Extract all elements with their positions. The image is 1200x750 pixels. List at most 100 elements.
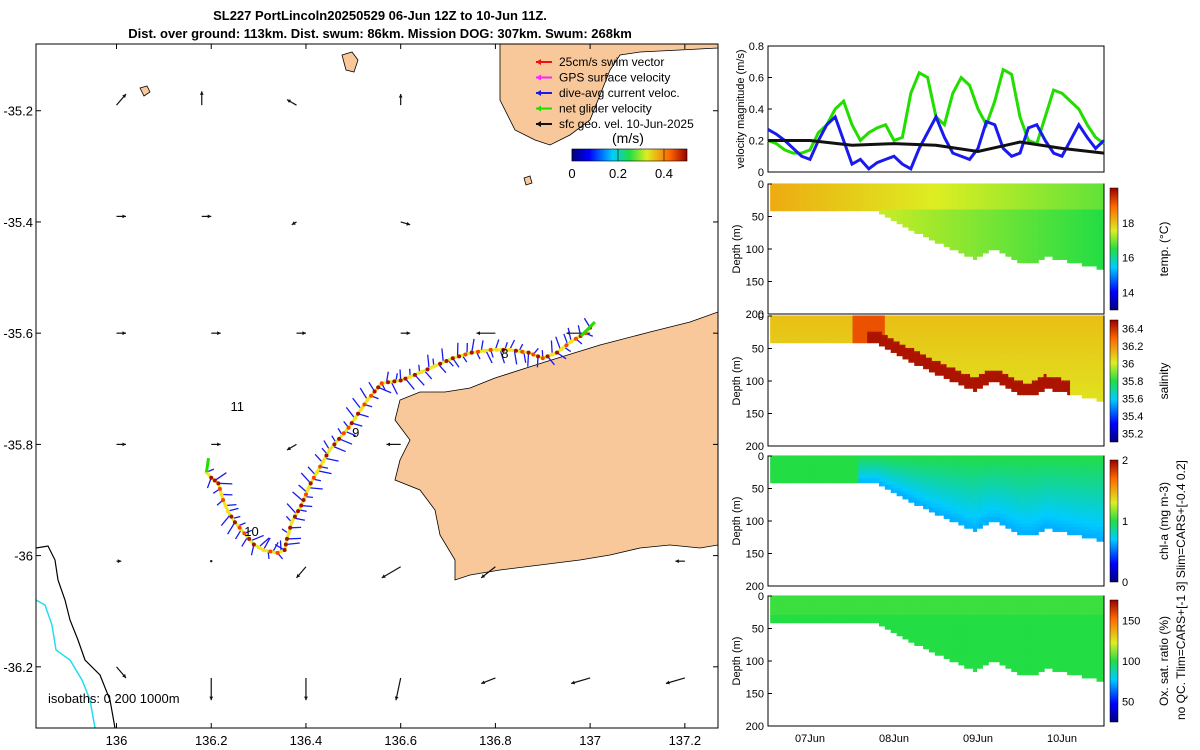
section-data-point [1078,370,1083,376]
section-data-point [802,461,807,467]
section-data-point [958,219,963,225]
section-data-point [984,328,989,334]
section-data-point [884,478,889,484]
section-data-point [867,468,872,474]
section-data-point [949,238,954,244]
section-data-point [1002,209,1007,215]
section-data-point [928,206,933,212]
section-data-point [829,321,833,327]
section-data-point [867,321,872,327]
section-data-point [937,228,942,234]
section-data-point [781,321,786,327]
section-data-point [1093,386,1098,392]
section-data-point [787,328,792,334]
section-data-point [1075,219,1080,225]
dive-avg-current-vector [220,514,231,527]
section-data-point [934,202,939,208]
section-data-point [943,471,948,477]
section-data-point [937,189,942,195]
section-data-point [908,484,913,490]
section-data-point [1052,235,1057,241]
section-data-point [1078,364,1083,370]
section-data-point [914,328,919,334]
section-data-point [1090,373,1095,379]
section-data-point [949,215,954,221]
section-data-point [1002,325,1007,331]
section-data-point [1081,245,1086,251]
section-data-point [840,199,845,205]
section-data-point [1008,206,1013,212]
section-data-point [776,478,781,484]
section-data-point [861,315,866,321]
section-data-point [987,500,992,506]
section-data-point [1064,238,1069,244]
dive-avg-current-vector [513,350,518,365]
chart-title-line1: SL227 PortLincoln20250529 06-Jun 12Z to … [213,8,547,23]
section-data-point [1093,248,1098,254]
section-data-point [920,189,925,195]
section-data-point [837,183,842,189]
section-data-point [1037,215,1042,221]
section-data-point [1064,193,1069,199]
section-data-point [1064,377,1069,383]
section-data-point [984,461,989,467]
section-data-point [1025,380,1030,386]
section-data-point [899,484,904,490]
section-data-point [837,199,842,205]
section-data-point [1058,354,1063,360]
section-data-point [814,331,819,337]
section-data-point [981,491,986,497]
section-data-point [981,487,986,493]
section-data-point [946,186,951,192]
section-data-point [1049,248,1054,254]
section-data-point [961,520,966,526]
section-data-point [928,474,933,480]
section-data-point [1028,364,1033,370]
section-data-point [993,209,998,215]
section-data-point [1070,383,1075,389]
section-data-point [920,455,925,461]
section-data-point [1020,193,1025,199]
section-data-point [987,360,992,366]
section-data-point [1052,380,1057,386]
section-data-point [964,507,969,513]
map-xtick-label: 137.2 [669,733,702,748]
section-data-point [878,186,883,192]
section-data-point [1058,251,1063,257]
section-data-point [881,465,886,471]
section-data-point [1043,186,1048,192]
section-data-point [990,360,995,366]
section-data-point [955,232,960,238]
section-data-point [1017,206,1022,212]
section-data-point [1040,331,1045,337]
section-data-point [1067,206,1072,212]
section-data-point [978,193,983,199]
section-data-point [1014,232,1019,238]
section-data-point [949,331,954,337]
section-data-point [1002,248,1007,254]
section-data-point [973,315,978,321]
section-data-point [961,517,966,523]
section-data-point [996,199,1001,205]
section-data-point [1081,344,1086,350]
section-data-point [955,235,960,241]
section-data-point [1020,357,1025,363]
swim-vector-marker [488,347,493,352]
section-data-point [987,235,992,241]
section-data-point [796,199,801,205]
section-data-point [779,202,784,208]
section-data-point [902,328,907,334]
section-data-point [937,500,942,506]
section-data-point [787,315,792,321]
section-data-point [770,206,775,212]
section-data-point [787,196,792,202]
section-data-point [1017,193,1022,199]
section-data-point [981,225,986,231]
section-data-point [1017,232,1022,238]
section-data-point [940,478,945,484]
section-data-point [973,461,978,467]
section-data-point [770,199,775,205]
section-data-point [896,471,901,477]
section-data-point [902,219,907,225]
section-data-point [943,183,948,189]
